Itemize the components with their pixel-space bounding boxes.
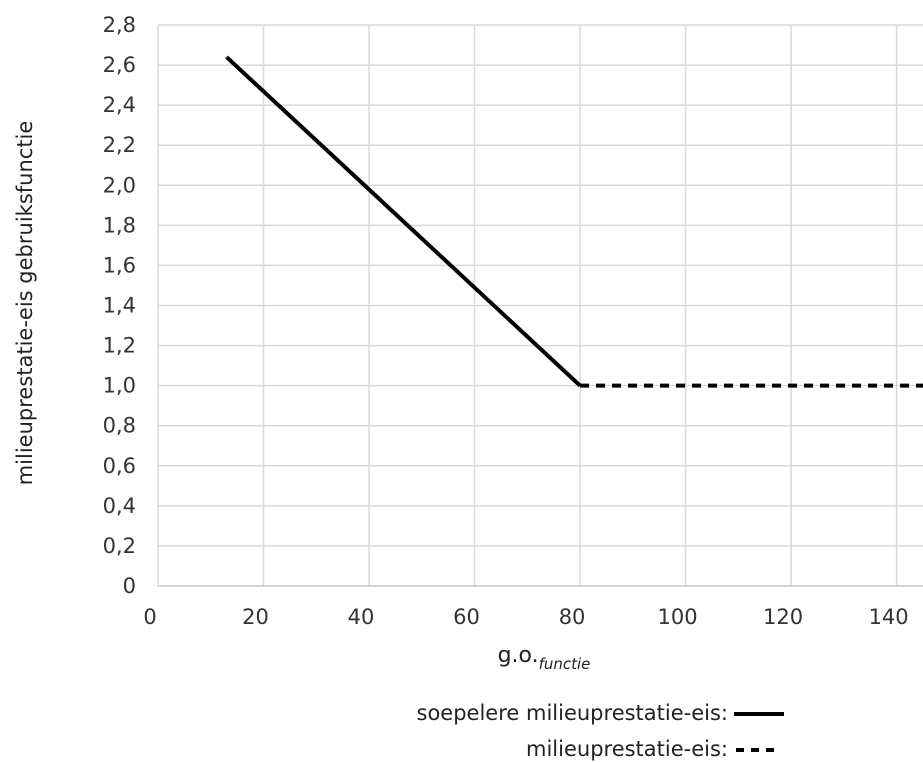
legend: soepelere milieuprestatie-eis: milieupre… [417, 701, 784, 761]
y-tick-label: 0 [123, 574, 136, 598]
y-tick-label: 2,0 [103, 173, 136, 197]
y-tick-label: 2,2 [103, 133, 136, 157]
x-tick-label: 40 [348, 605, 375, 629]
y-tick-label: 0,4 [103, 494, 136, 518]
series-lines [225, 55, 923, 388]
y-tick-label: 2,8 [103, 13, 136, 37]
y-tick-labels: 0 0,2 0,4 0,6 0,8 1,0 1,2 1,4 1,6 1,8 2,0 2,2 2,4 2,6… [103, 13, 136, 598]
x-tick-label: 80 [559, 605, 586, 629]
x-axis-label-sub: functie [539, 655, 591, 673]
x-tick-label: 60 [453, 605, 480, 629]
y-tick-label: 1,6 [103, 253, 136, 277]
x-tick-label: 20 [242, 605, 269, 629]
y-tick-label: 2,6 [103, 53, 136, 77]
x-tick-label: 100 [658, 605, 698, 629]
x-axis-label-main: g.o. [498, 643, 539, 668]
legend-label-dashed: milieuprestatie-eis: [526, 737, 728, 761]
y-tick-label: 0,8 [103, 414, 136, 438]
x-tick-label: 140 [869, 605, 909, 629]
gridlines [157, 24, 923, 586]
x-tick-labels: 0 20 40 60 80 100 120 140 [143, 605, 908, 629]
y-tick-label: 0,2 [103, 534, 136, 558]
y-tick-label: 1,8 [103, 213, 136, 237]
y-tick-label: 1,0 [103, 374, 136, 398]
x-tick-label: 0 [143, 605, 156, 629]
x-tick-label: 120 [763, 605, 803, 629]
x-axis-label: g.o.functie [498, 643, 591, 673]
y-axis-label: milieuprestatie-eis gebruiksfunctie [13, 121, 37, 486]
legend-label-solid: soepelere milieuprestatie-eis: [417, 701, 728, 725]
y-tick-label: 1,4 [103, 294, 136, 318]
y-tick-label: 1,2 [103, 334, 136, 358]
series-line-solid [225, 55, 582, 388]
y-tick-label: 2,4 [103, 93, 136, 117]
y-tick-label: 0,6 [103, 454, 136, 478]
